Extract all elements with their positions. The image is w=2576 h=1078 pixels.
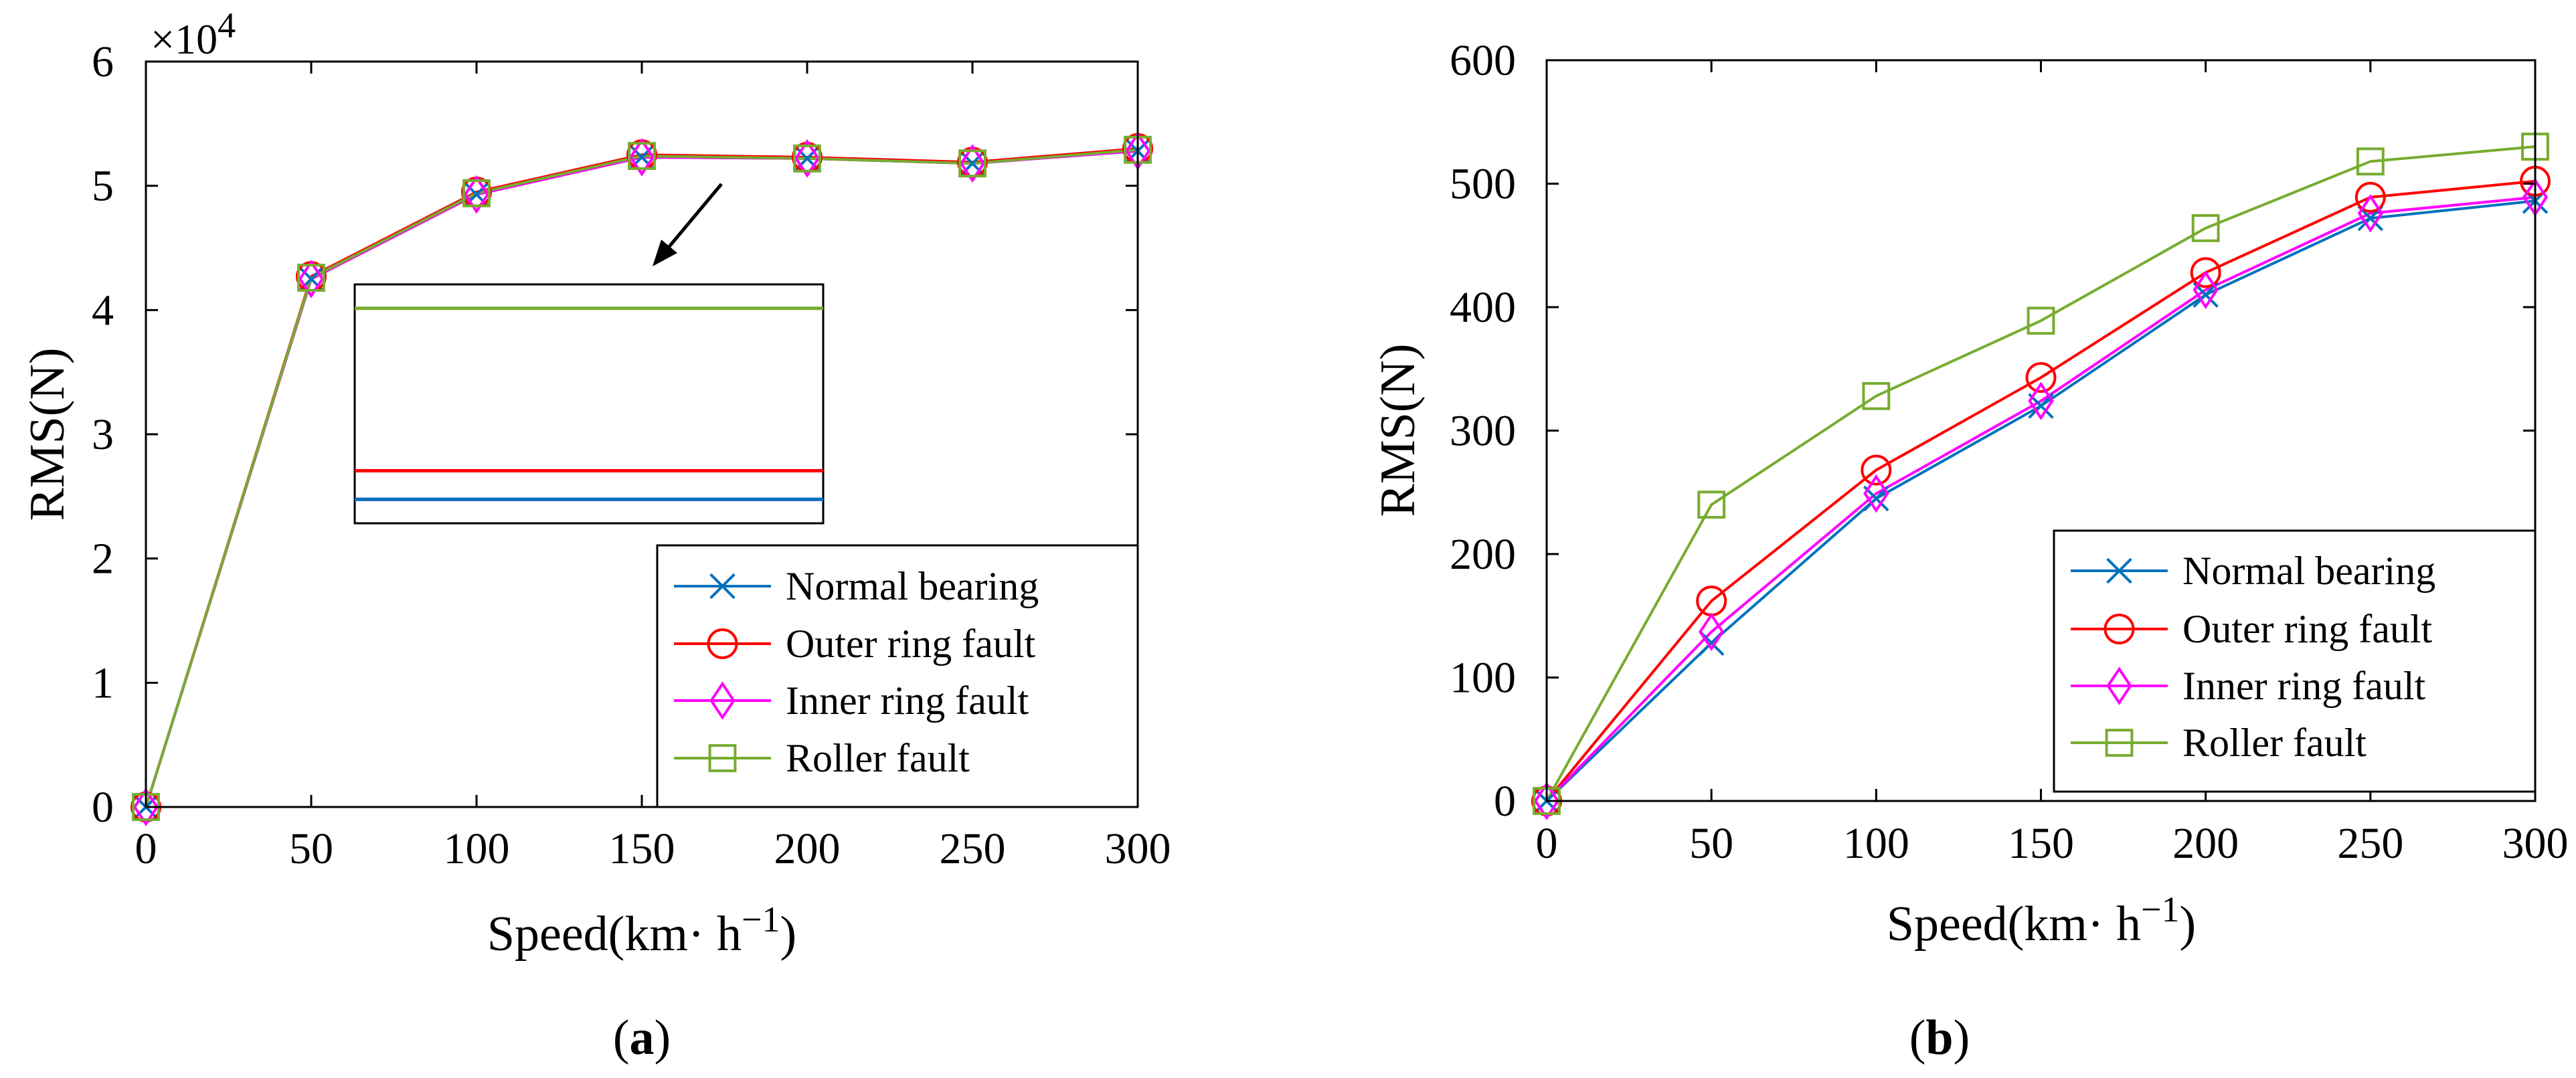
legend-label: Outer ring fault [786,622,1036,666]
x-tick-labels-b: 0 50 100 150 200 250 300 [1536,819,2569,868]
data-point-roller-fault [793,144,821,173]
x-tick-label: 250 [2337,819,2403,868]
x-tick-label: 200 [774,824,841,873]
y-tick-label: 3 [92,410,114,459]
data-point-normal-bearing [794,145,821,172]
legend-a: Normal bearing Outer ring fault Inner ring… [674,564,1039,780]
data-point-inner-ring-fault [1863,474,1889,513]
x-tick-label: 0 [1536,819,1558,868]
y-tick-label: 0 [92,783,114,832]
data-point-roller-fault [462,179,491,207]
legend-label: Roller fault [2182,721,2367,765]
data-point-roller-fault [628,142,656,171]
data-point-outer-ring-fault [2025,362,2057,393]
series-line-roller-fault [1545,145,2536,802]
y-axis-label-a: RMS(N) [20,347,75,521]
data-point-normal-bearing [959,150,986,177]
data-point-roller-fault [958,149,986,178]
y-tick-label: 400 [1450,283,1516,332]
data-point-roller-fault [2356,147,2385,176]
legend-marker-diamond-icon [2106,666,2132,705]
data-point-roller-fault [1862,381,1891,410]
y-tick-labels-b: 0 100 200 300 400 500 600 [1450,36,1516,826]
legend-b: Normal bearing Outer ring fault Inner ring… [2071,549,2435,765]
data-point-inner-ring-fault [298,260,325,298]
y-tick-label: 6 [92,37,114,86]
x-tick-label: 150 [609,824,675,873]
data-point-inner-ring-fault [1698,612,1725,652]
data-point-inner-ring-fault [2193,270,2219,309]
legend-label: Inner ring fault [2182,664,2426,708]
data-point-inner-ring-fault [628,138,655,177]
data-point-inner-ring-fault [133,788,159,826]
data-point-inner-ring-fault [463,175,490,214]
x-tick-label: 150 [2008,819,2074,868]
x-tick-label: 100 [444,824,510,873]
legend-marker-diamond-icon [709,681,736,720]
x-axis-label-a: Speed(km· h−1) [487,899,796,962]
series-line-inner-ring-fault [1545,195,2536,802]
legend-box-a [656,544,1139,808]
inset-box-a [353,283,825,525]
data-point-outer-ring-fault [1861,454,1892,486]
data-point-outer-ring-fault [2354,181,2386,213]
y-tick-label: 0 [1494,777,1516,826]
y-tick-label: 200 [1450,530,1516,579]
caption-a: (a) [613,1010,671,1065]
data-point-inner-ring-fault [2357,193,2384,233]
data-point-inner-ring-fault [1533,782,1560,820]
y-tick-label: 5 [92,162,114,211]
data-point-roller-fault [2027,306,2055,335]
series-layer-b [1531,132,2551,820]
y-tick-label: 4 [92,286,114,335]
x-tick-labels-a: 0 50 100 150 200 250 300 [135,824,1171,873]
x-tick-label: 50 [289,824,333,873]
x-tick-label: 100 [1843,819,1909,868]
data-point-inner-ring-fault [2028,381,2054,421]
x-tick-label: 300 [1105,824,1171,873]
legend-label: Normal bearing [2182,549,2435,593]
data-point-roller-fault [2191,214,2220,242]
x-tick-label: 0 [135,824,157,873]
legend-marker-square-icon [2105,729,2134,757]
y-multiplier-a: ×104 [151,5,236,63]
legend-label: Normal bearing [786,564,1039,608]
data-point-inner-ring-fault [794,139,821,178]
x-tick-label: 300 [2502,819,2569,868]
legend-box-b [2053,529,2537,793]
legend-label: Roller fault [786,736,970,780]
legend-label: Inner ring fault [786,679,1029,723]
y-tick-label: 1 [92,658,114,707]
legend-marker-circle-icon [2103,614,2135,644]
data-point-inner-ring-fault [959,144,986,183]
caption-b: (b) [1909,1010,1970,1065]
data-point-roller-fault [297,264,325,292]
legend-marker-circle-icon [707,628,738,659]
series-layer-a [131,131,1153,826]
data-point-outer-ring-fault [2190,257,2221,288]
legend-marker-x-icon [709,573,736,600]
panel-a: 0 1 2 3 4 5 6 0 50 100 150 200 250 300 ×104 RMS(N) S… [20,5,1171,1065]
y-tick-label: 500 [1450,160,1516,209]
legend-label: Outer ring fault [2182,607,2433,651]
x-axis-label-b: Speed(km· h−1) [1887,889,2196,952]
x-tick-label: 250 [940,824,1006,873]
inset-lines-a [355,306,823,501]
legend-marker-square-icon [708,744,737,772]
y-axis-label-b: RMS(N) [1371,343,1426,517]
inset-arrow-head-icon [653,240,677,266]
x-tick-label: 50 [1689,819,1733,868]
y-tick-label: 600 [1450,36,1516,85]
y-tick-label: 2 [92,535,114,583]
y-tick-labels-a: 0 1 2 3 4 5 6 [92,37,114,832]
legend-marker-x-icon [2106,557,2132,584]
panel-b: 0 100 200 300 400 500 600 0 50 100 150 200 250 300 R… [1371,36,2569,1065]
inset-arrow-shaft [663,183,723,254]
y-tick-label: 300 [1450,407,1516,456]
x-tick-label: 200 [2172,819,2239,868]
data-point-roller-fault [1697,490,1726,519]
y-tick-label: 100 [1450,654,1516,703]
